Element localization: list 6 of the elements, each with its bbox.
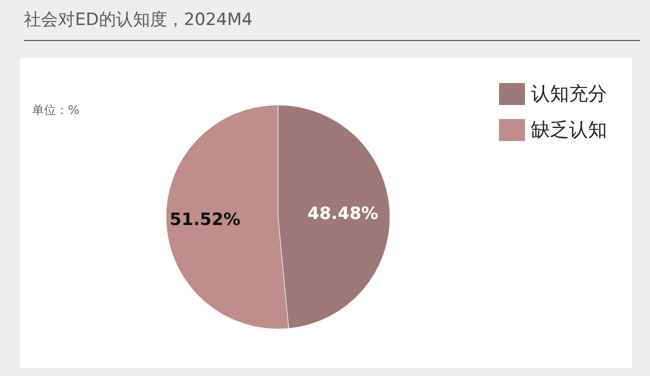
text: 单位：% [32, 102, 80, 119]
chart-title: 社会对ED的认知度，2024M4 [24, 9, 253, 31]
legend-label: 缺乏认知 [531, 119, 607, 141]
legend-label: 认知充分 [531, 83, 607, 105]
data-label: 48.48% [308, 204, 378, 224]
data-label: 51.52% [170, 210, 240, 230]
